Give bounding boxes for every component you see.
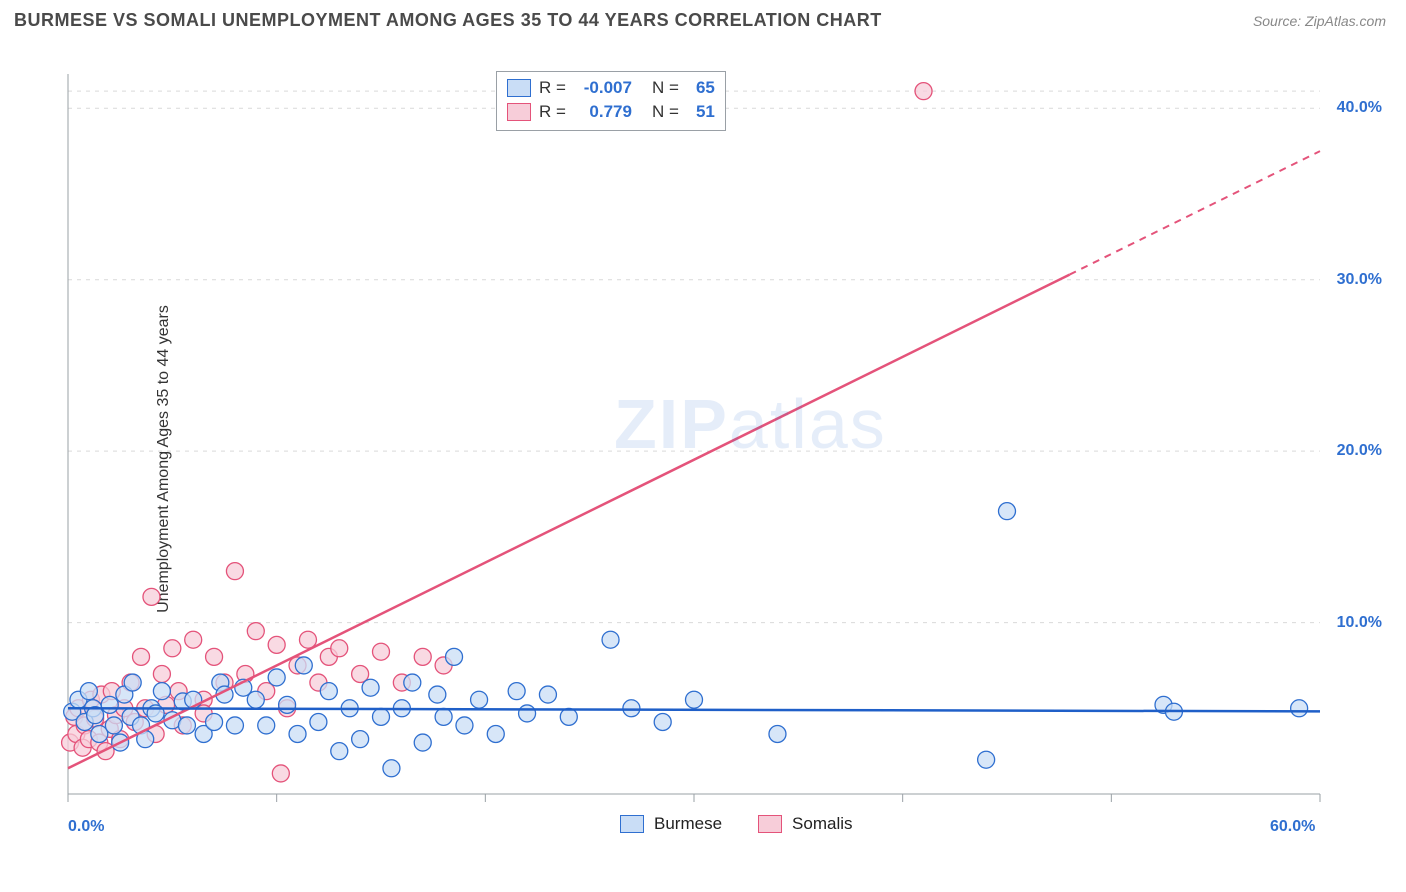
burmese-legend-label: Burmese (654, 814, 722, 834)
stats-row-somalis: R = 0.779 N = 51 (507, 100, 715, 124)
chart-title: BURMESE VS SOMALI UNEMPLOYMENT AMONG AGE… (14, 10, 882, 31)
y-tick-label: 30.0% (1337, 271, 1382, 289)
x-tick-label: 0.0% (68, 818, 104, 836)
y-tick-label: 20.0% (1337, 442, 1382, 460)
stats-legend-box: R = -0.007 N = 65 R = 0.779 N = 51 (496, 71, 726, 131)
somalis-legend-label: Somalis (792, 814, 852, 834)
stats-row-burmese: R = -0.007 N = 65 (507, 76, 715, 100)
burmese-swatch (507, 79, 531, 97)
y-tick-label: 10.0% (1337, 614, 1382, 632)
scatter-plot-svg (54, 44, 1390, 834)
plot-area: ZIPatlas R = -0.007 N = 65 R = 0.779 N =… (54, 44, 1390, 834)
y-tick-label: 40.0% (1337, 99, 1382, 117)
source-credit: Source: ZipAtlas.com (1253, 13, 1386, 29)
somalis-legend-swatch (758, 815, 782, 833)
x-tick-label: 60.0% (1270, 818, 1315, 836)
somalis-swatch (507, 103, 531, 121)
chart-area: Unemployment Among Ages 35 to 44 years Z… (14, 44, 1394, 874)
header: BURMESE VS SOMALI UNEMPLOYMENT AMONG AGE… (0, 0, 1406, 35)
bottom-legend: Burmese Somalis (620, 814, 853, 834)
burmese-legend-swatch (620, 815, 644, 833)
